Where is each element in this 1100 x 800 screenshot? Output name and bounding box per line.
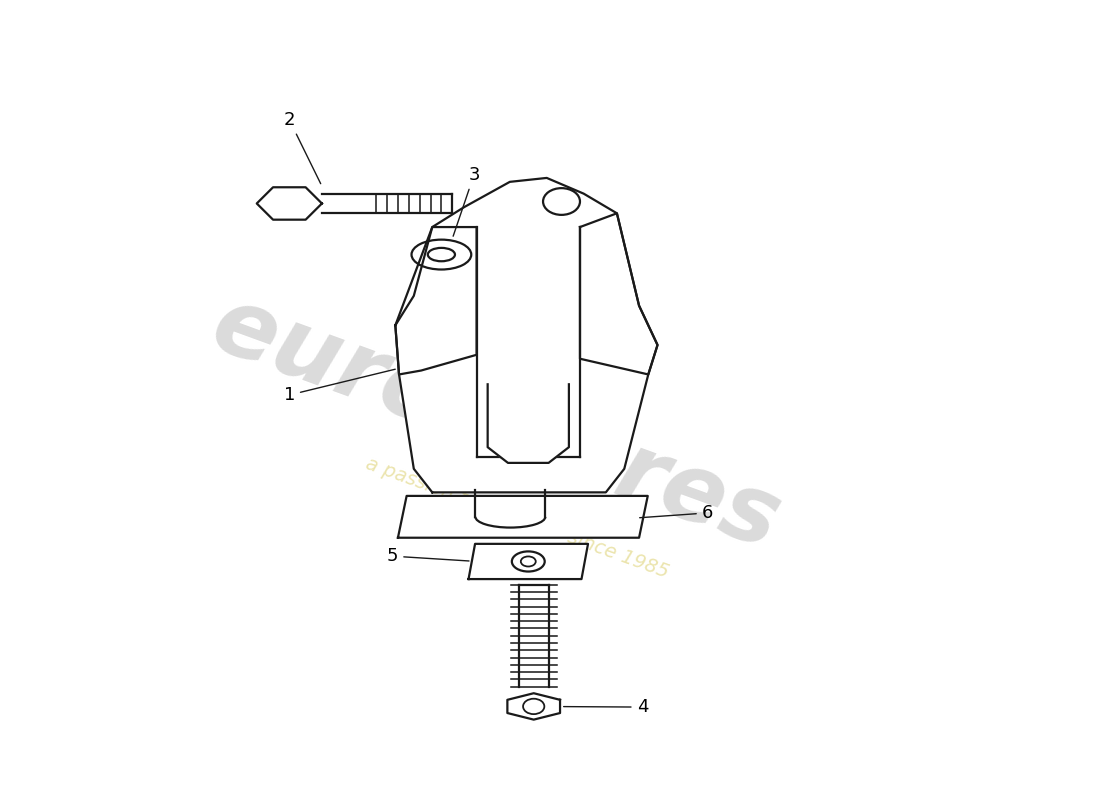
Text: 2: 2 [284,111,321,184]
Text: a passion for Porsche since 1985: a passion for Porsche since 1985 [363,454,672,582]
Text: 1: 1 [284,370,395,404]
Polygon shape [580,214,658,374]
Text: 5: 5 [387,547,469,565]
Polygon shape [395,227,476,374]
Text: eurospares: eurospares [199,278,792,569]
Text: 4: 4 [563,698,648,716]
Text: 6: 6 [640,504,713,522]
Polygon shape [469,544,588,579]
Circle shape [543,188,580,215]
Polygon shape [507,694,560,720]
Polygon shape [395,178,658,492]
Ellipse shape [512,551,544,571]
Text: 3: 3 [453,166,480,236]
Polygon shape [487,384,569,463]
Ellipse shape [411,240,471,270]
Polygon shape [256,187,322,220]
Polygon shape [398,496,648,538]
